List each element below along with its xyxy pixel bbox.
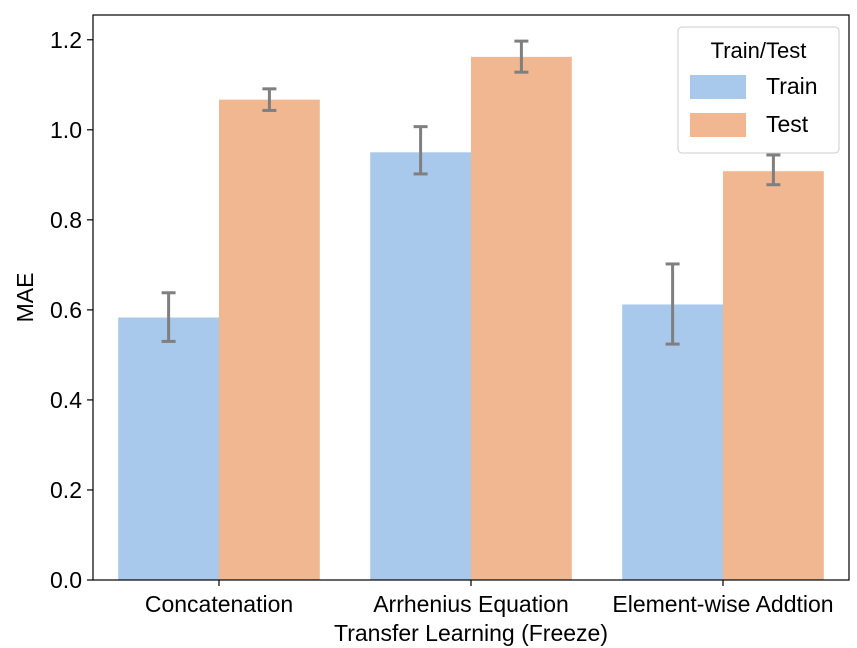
y-tick-label: 0.4 (50, 387, 82, 413)
x-axis: Concatenation Arrhenius Equation Element-w… (145, 580, 834, 617)
x-axis-label: Transfer Learning (Freeze) (334, 620, 608, 646)
bar-test-2 (723, 171, 824, 580)
y-tick-label: 1.0 (50, 117, 82, 143)
y-axis: 0.0 0.2 0.4 0.6 0.8 1.0 1.2 (50, 27, 93, 593)
legend-label-test: Test (766, 111, 809, 137)
y-tick-label: 1.2 (50, 27, 82, 53)
legend-items: Train Test (690, 73, 818, 137)
x-tick-label: Arrhenius Equation (373, 591, 569, 617)
bars-layer (118, 56, 824, 580)
bar-test-1 (471, 56, 572, 580)
legend-swatch-test (690, 113, 746, 137)
bar-train-0 (118, 317, 219, 580)
legend: Train/Test Train Test (677, 26, 840, 154)
bar-train-1 (370, 152, 471, 580)
legend-swatch-train (690, 75, 746, 99)
x-tick-label: Element-wise Addtion (612, 591, 833, 617)
y-axis-label: MAE (12, 273, 38, 323)
bar-test-0 (219, 99, 320, 580)
bar-train-2 (622, 304, 723, 580)
error-bars-layer (161, 39, 781, 346)
legend-label-train: Train (766, 73, 818, 99)
y-tick-label: 0.2 (50, 477, 82, 503)
legend-title: Train/Test (711, 38, 807, 63)
y-tick-label: 0.0 (50, 567, 82, 593)
y-tick-label: 0.6 (50, 297, 82, 323)
x-tick-label: Concatenation (145, 591, 293, 617)
y-tick-label: 0.8 (50, 207, 82, 233)
